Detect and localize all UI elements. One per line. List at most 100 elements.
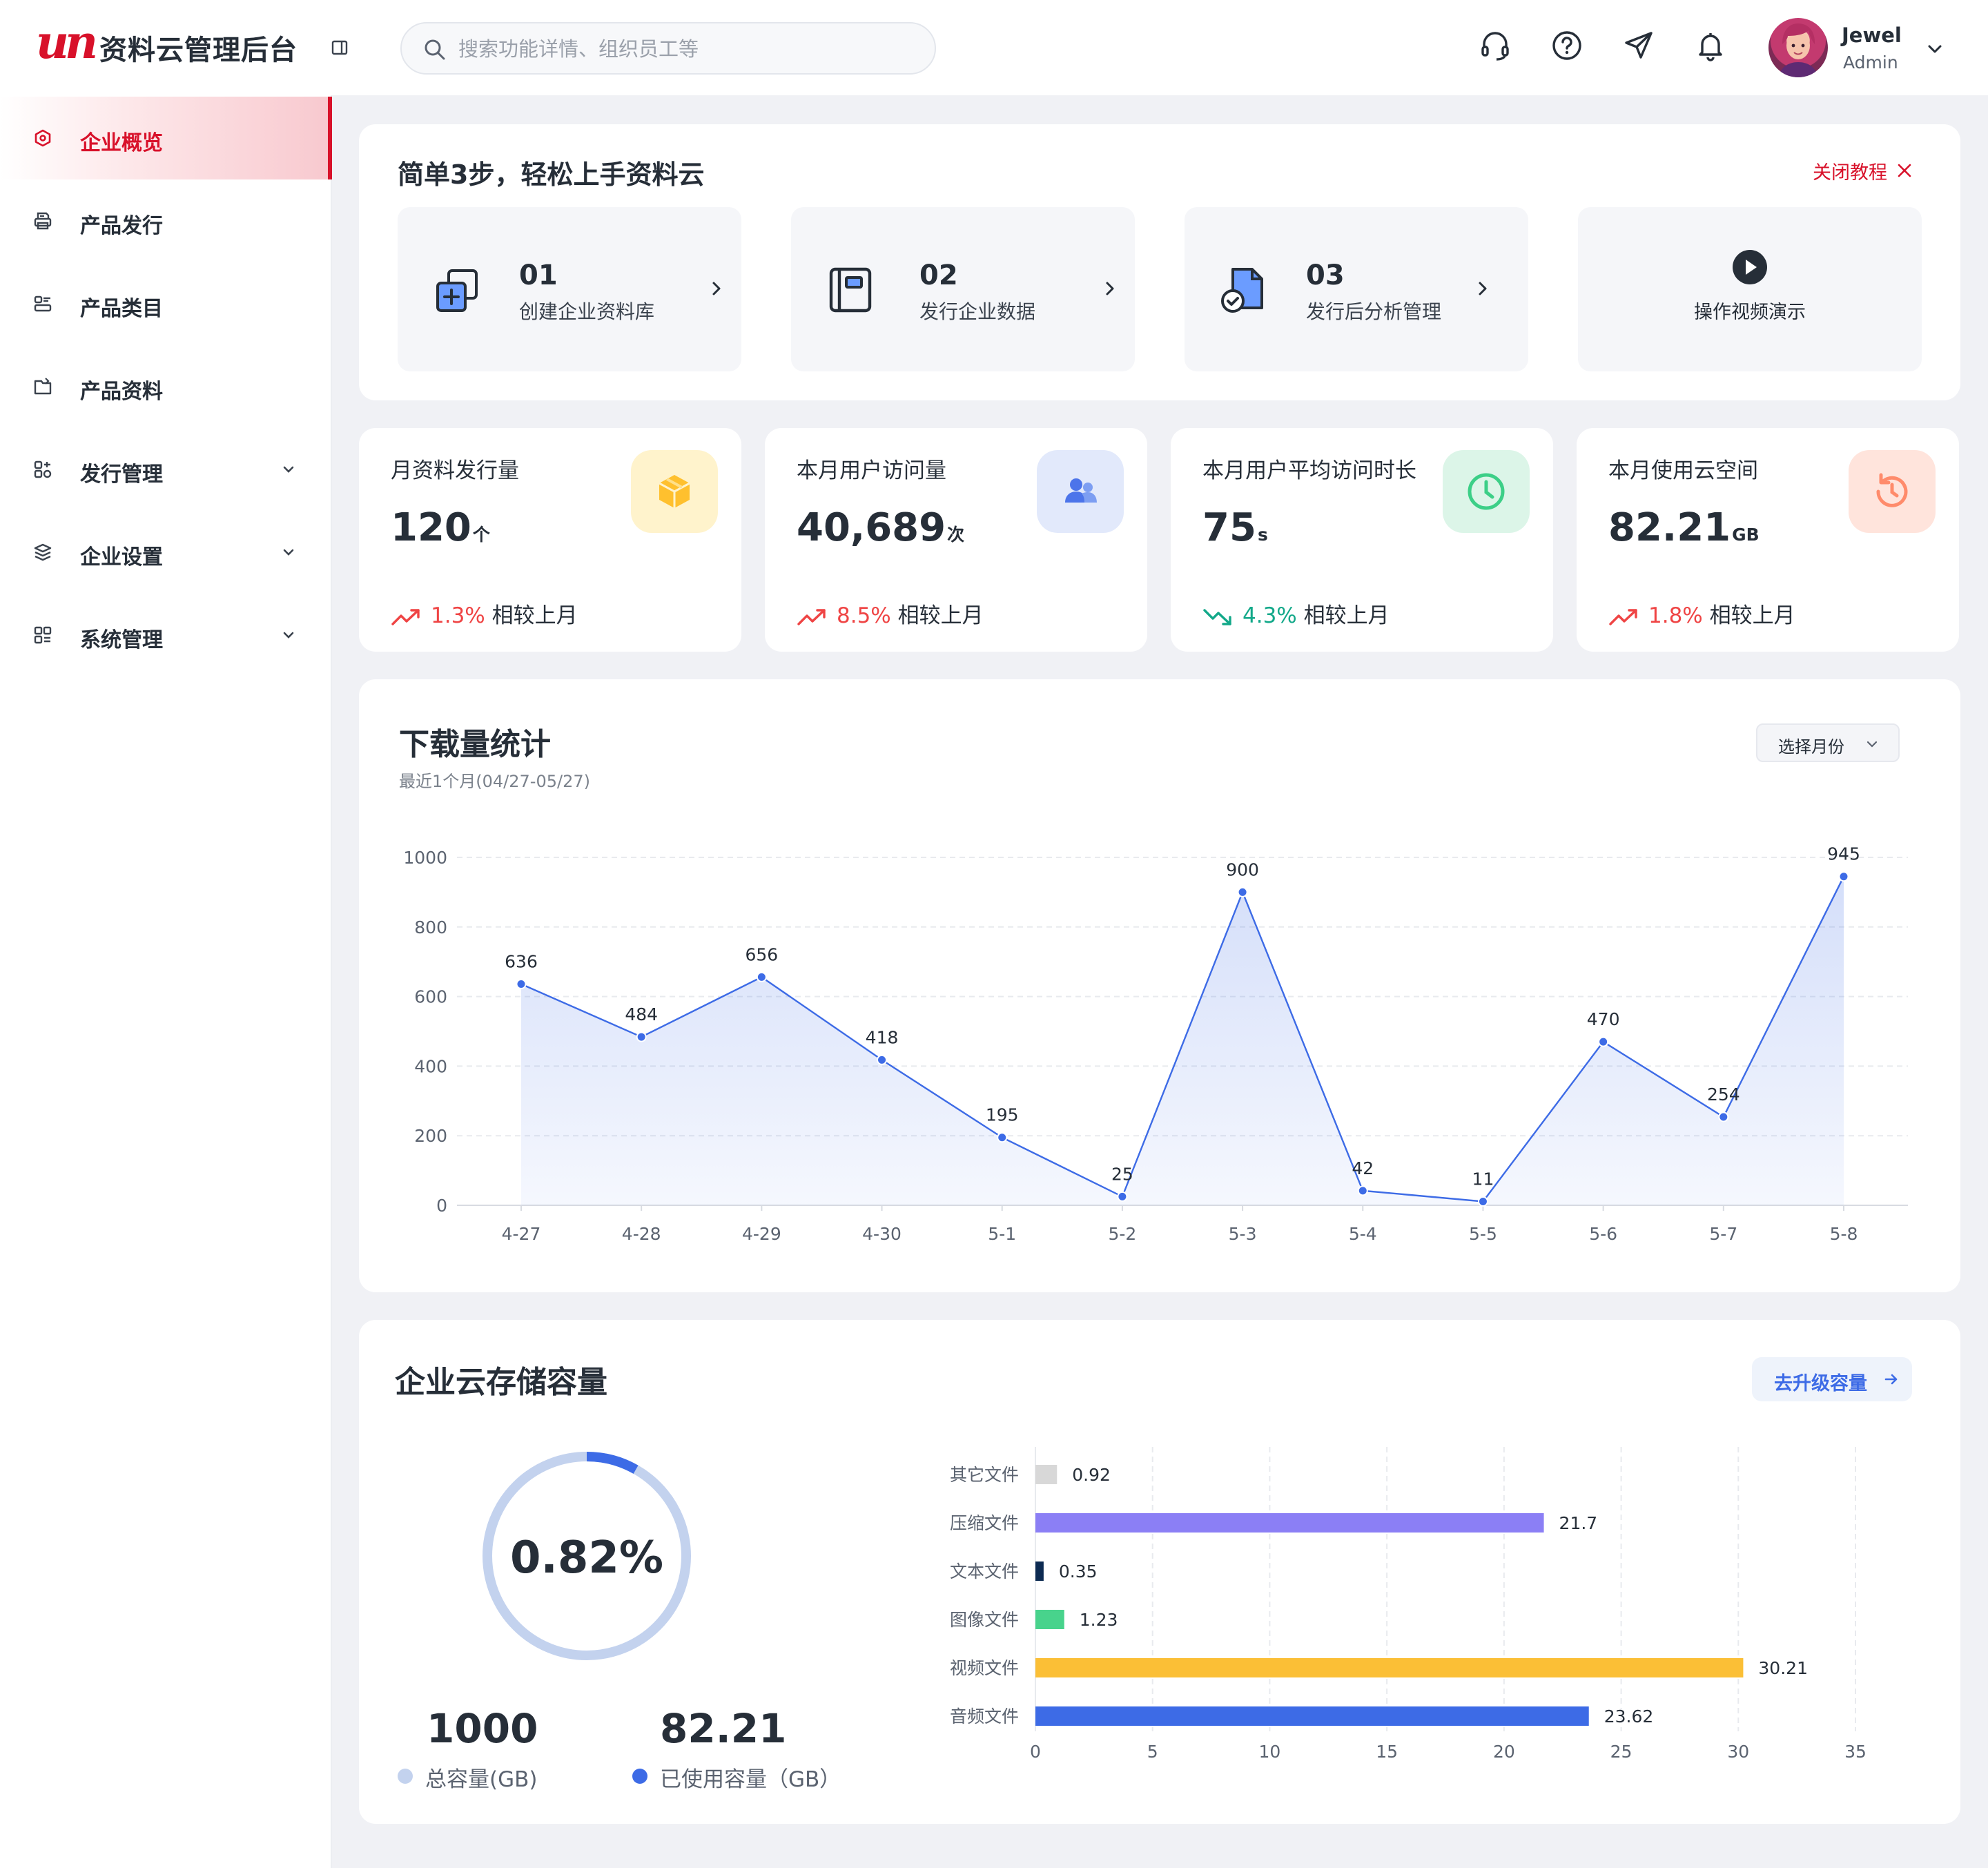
data-point xyxy=(1718,1111,1729,1122)
upgrade-capacity-button[interactable]: 去升级容量 xyxy=(1752,1357,1912,1401)
data-label: 418 xyxy=(866,1027,899,1047)
folder-icon xyxy=(34,378,52,395)
downloads-subtitle: 最近1个月(04/27-05/27) xyxy=(399,772,590,791)
sidebar-item-system-management[interactable]: 系统管理 xyxy=(0,594,332,677)
stat-label: 本月使用云空间 xyxy=(1608,458,1758,483)
month-select[interactable]: 选择月份 xyxy=(1756,723,1900,762)
data-label: 195 xyxy=(986,1105,1019,1125)
sidebar-item-overview[interactable]: 企业概览 xyxy=(0,97,332,179)
sidebar-item-product-category[interactable]: 产品类目 xyxy=(0,262,332,345)
step-card-1[interactable]: 01 创建企业资料库 xyxy=(398,207,741,371)
stat-number: 40,689 xyxy=(797,505,946,550)
trend-compare: 相较上月 xyxy=(491,603,578,628)
data-label: 0.35 xyxy=(1059,1561,1098,1582)
data-label: 254 xyxy=(1707,1084,1740,1105)
trend-percent: 1.3% xyxy=(431,603,485,628)
x-tick-label: 4-28 xyxy=(622,1224,661,1244)
sidebar-item-label: 系统管理 xyxy=(80,628,163,652)
sidebar-item-label: 企业概览 xyxy=(80,131,163,155)
data-point xyxy=(756,971,767,982)
x-tick-label: 25 xyxy=(1610,1742,1633,1762)
downloads-title: 下载量统计 xyxy=(399,727,551,762)
x-tick-label: 5-1 xyxy=(988,1224,1016,1244)
data-point xyxy=(1117,1191,1128,1202)
total-capacity-label: 总容量(GB) xyxy=(425,1767,538,1792)
category-label: 文本文件 xyxy=(950,1561,1019,1582)
category-label: 其它文件 xyxy=(950,1465,1019,1485)
total-legend-dot xyxy=(398,1769,413,1784)
sidebar-item-enterprise-settings[interactable]: 企业设置 xyxy=(0,511,332,594)
notebook-icon xyxy=(829,267,872,313)
trend-percent: 8.5% xyxy=(837,603,891,628)
gauge-percent: 0.82% xyxy=(509,1533,664,1584)
x-tick-label: 5-6 xyxy=(1589,1224,1617,1244)
total-capacity-value: 1000 xyxy=(427,1705,538,1752)
top-bar: un 资料云管理后台 Jewel Admin xyxy=(0,0,1988,95)
search-input[interactable] xyxy=(458,35,900,64)
month-select-label: 选择月份 xyxy=(1778,737,1844,757)
video-demo-card[interactable]: 操作视频演示 xyxy=(1578,207,1922,371)
clock-icon xyxy=(1468,473,1505,510)
chevron-down-icon[interactable] xyxy=(1924,39,1945,59)
data-point xyxy=(636,1031,647,1042)
stat-value: 82.21GB xyxy=(1608,505,1760,550)
user-name: Jewel xyxy=(1842,23,1902,47)
send-icon[interactable] xyxy=(1621,28,1657,64)
search-box[interactable] xyxy=(400,22,936,75)
sidebar-item-release-management[interactable]: 发行管理 xyxy=(0,428,332,511)
downloads-area-chart: 0 200 400 600 800 1000 4-27 4-28 4-29 4-30 5-1 5-2 5… xyxy=(403,844,1908,1244)
data-label: 484 xyxy=(625,1004,658,1024)
data-label: 0.92 xyxy=(1072,1465,1111,1485)
step-number: 01 xyxy=(519,260,558,291)
close-tutorial-button[interactable]: 关闭教程 xyxy=(1813,159,1915,184)
sidebar-item-label: 产品类目 xyxy=(80,297,163,321)
step-number: 02 xyxy=(919,260,958,291)
storage-gauge xyxy=(483,1452,691,1660)
y-tick-label: 800 xyxy=(414,917,447,937)
sidebar-toggle-icon[interactable] xyxy=(330,38,349,57)
tutorial-title: 简单3步，轻松上手资料云 xyxy=(398,159,705,190)
stat-label: 本月用户访问量 xyxy=(797,458,946,483)
gauge-used-arc xyxy=(483,1452,691,1660)
stat-trend: 4.3% 相较上月 xyxy=(1202,598,1390,629)
x-tick-label: 5-7 xyxy=(1709,1224,1737,1244)
stat-card-cloud-space: 本月使用云空间 82.21GB 1.8% 相较上月 xyxy=(1577,428,1959,652)
chevron-down-icon xyxy=(283,549,294,556)
x-tick-label: 4-30 xyxy=(862,1224,902,1244)
data-point xyxy=(516,978,527,989)
step-card-3[interactable]: 03 发行后分析管理 xyxy=(1185,207,1528,371)
headset-icon[interactable] xyxy=(1477,28,1513,64)
stat-trend: 1.8% 相较上月 xyxy=(1608,598,1795,629)
category-label: 视频文件 xyxy=(950,1658,1019,1678)
x-tick-label: 5-2 xyxy=(1108,1224,1136,1244)
document-check-icon xyxy=(1221,268,1263,313)
bell-icon[interactable] xyxy=(1693,28,1728,64)
used-capacity-label: 已使用容量（GB） xyxy=(660,1767,841,1792)
help-icon[interactable] xyxy=(1549,28,1585,64)
sidebar-item-product-release[interactable]: 产品发行 xyxy=(0,179,332,262)
history-icon xyxy=(1876,473,1908,507)
category-icon xyxy=(34,295,52,312)
arrow-right-icon xyxy=(1884,1374,1898,1385)
step-number: 03 xyxy=(1306,260,1345,291)
x-tick-label: 10 xyxy=(1259,1742,1281,1762)
category-label: 音频文件 xyxy=(950,1706,1019,1726)
close-icon xyxy=(1898,164,1911,177)
step-label: 创建企业资料库 xyxy=(519,300,655,323)
data-point xyxy=(997,1132,1008,1143)
step-card-2[interactable]: 02 发行企业数据 xyxy=(791,207,1135,371)
file-type-bar-chart: 0 5 10 15 20 25 30 35 其它文件 0.92 压缩文件 21.7 文本文件 0.35 图像… xyxy=(950,1447,1867,1762)
stat-number: 75 xyxy=(1202,505,1256,550)
close-tutorial-label: 关闭教程 xyxy=(1813,162,1887,184)
trend-up-icon xyxy=(1609,609,1637,625)
sidebar-item-product-docs[interactable]: 产品资料 xyxy=(0,345,332,428)
users-icon xyxy=(1065,478,1097,503)
x-tick-label: 4-27 xyxy=(502,1224,541,1244)
x-tick-label: 15 xyxy=(1376,1742,1398,1762)
storage-title: 企业云存储容量 xyxy=(395,1365,607,1400)
chevron-down-icon xyxy=(283,466,294,473)
avatar[interactable] xyxy=(1768,18,1828,77)
y-tick-label: 0 xyxy=(436,1196,447,1216)
x-tick-label: 5-3 xyxy=(1229,1224,1257,1244)
y-tick-label: 400 xyxy=(414,1056,447,1076)
